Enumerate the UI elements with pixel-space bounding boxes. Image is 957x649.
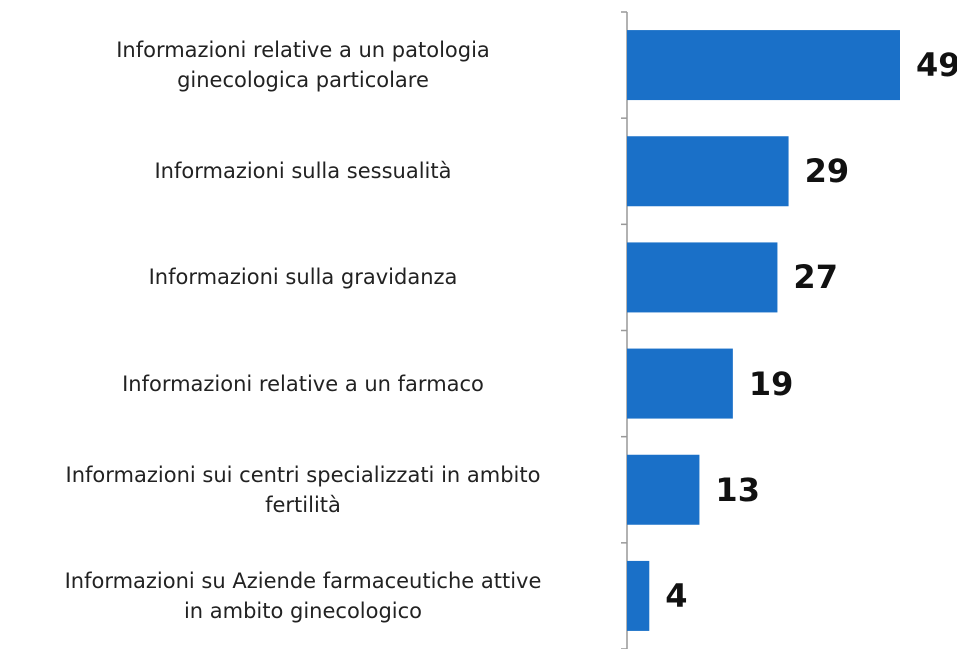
value-label: 27 — [793, 258, 838, 297]
category-label: Informazioni sulla gravidanza — [148, 265, 458, 290]
value-label: 19 — [748, 364, 794, 403]
category-label: Informazioni sui centri specializzati in… — [65, 462, 541, 517]
value-label: 49 — [916, 46, 957, 85]
value-label: 13 — [715, 470, 760, 509]
category-label: Informazioni su Aziende farmaceutiche at… — [64, 568, 542, 623]
bar — [627, 454, 700, 525]
bar — [627, 136, 789, 207]
category-label: Informazioni relative a un patologia gin… — [116, 38, 490, 93]
bar — [627, 560, 650, 631]
bar — [627, 242, 778, 313]
category-label: Informazioni relative a un farmaco — [122, 371, 484, 396]
category-label: Informazioni sulla sessualità — [154, 159, 452, 184]
bar — [627, 348, 733, 419]
bar — [627, 30, 900, 101]
value-label: 29 — [804, 152, 850, 191]
value-label: 4 — [665, 576, 688, 615]
